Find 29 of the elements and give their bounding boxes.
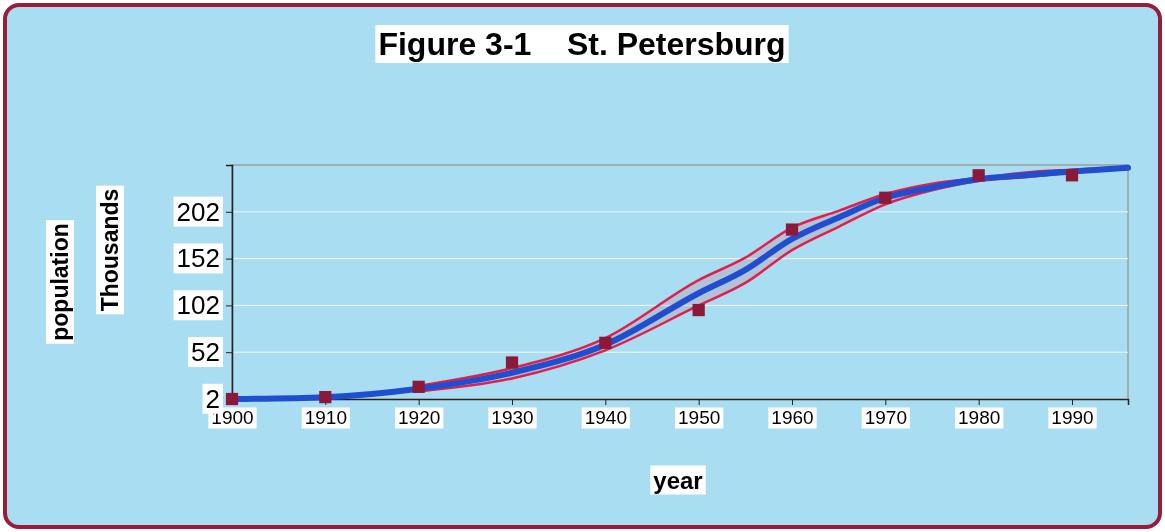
x-tick-label: 1940 — [584, 407, 627, 429]
point — [879, 191, 892, 204]
x-tick-label: 1910 — [304, 407, 347, 429]
x-tick-label: 1900 — [211, 407, 254, 429]
x-tick-label: 1920 — [398, 407, 441, 429]
point — [319, 391, 332, 404]
x-tick-label: 1970 — [864, 407, 907, 429]
x-tick-label: 1960 — [771, 407, 814, 429]
point — [972, 169, 985, 182]
y-tick-label: 152 — [176, 243, 220, 274]
point — [412, 380, 425, 393]
point — [692, 303, 705, 317]
point — [785, 223, 799, 236]
x-tick-label: 1990 — [1051, 407, 1094, 429]
y-tick-label: 2 — [205, 383, 220, 414]
point — [599, 336, 612, 349]
y-tick-label: 52 — [191, 337, 220, 368]
text: Thousands — [97, 188, 123, 312]
y-axis-title: population — [47, 223, 73, 341]
y-tick-label: 202 — [176, 196, 220, 227]
chart-title: Figure 3-1 St. Petersburg — [378, 26, 786, 62]
y-tick-label: 102 — [176, 290, 220, 321]
x-axis-title: year — [653, 466, 703, 494]
x-tick-label: 1950 — [678, 407, 721, 429]
point — [225, 392, 239, 406]
point — [505, 356, 519, 369]
point — [1065, 169, 1079, 182]
x-tick-label: 1930 — [491, 407, 534, 429]
x-tick-label: 1980 — [958, 407, 1001, 429]
